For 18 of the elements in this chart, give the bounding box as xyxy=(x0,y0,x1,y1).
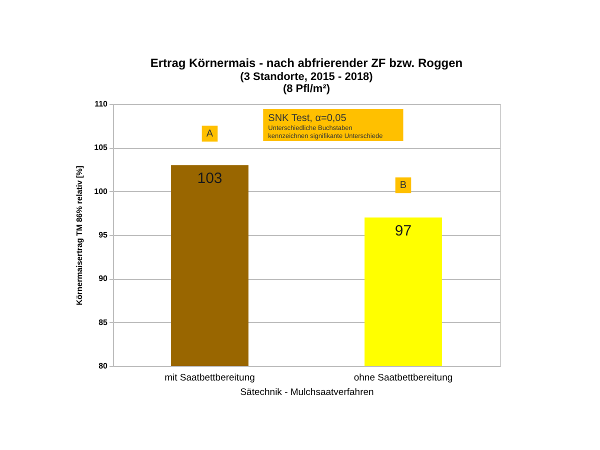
x-tick-label: ohne Saatbettbereitung xyxy=(354,372,453,384)
annotation: A xyxy=(206,128,214,140)
x-tick-label: mit Saatbettbereitung xyxy=(164,372,255,384)
y-tick-label: 90 xyxy=(98,274,108,284)
y-tick-label: 110 xyxy=(94,100,108,108)
annotation: B xyxy=(400,180,407,192)
y-axis-title: Körnermaisertrag TM 86% relativ [%] xyxy=(75,165,84,306)
x-axis-title: Sätechnik - Mulchsaatverfahren xyxy=(240,387,374,398)
annotation: SNK Test, α=0,05 xyxy=(268,113,347,124)
y-tick-label: 100 xyxy=(94,186,108,196)
y-tick-label: 85 xyxy=(98,318,108,327)
chart-title: Ertrag Körnermais - nach abfrierender ZF bzw. Roggen xyxy=(150,56,463,70)
y-tick-label: 80 xyxy=(98,362,108,370)
chart-subtitle: (3 Standorte, 2015 - 2018) (8 Pfl/m²) xyxy=(240,71,374,95)
data-label: 97 xyxy=(394,222,412,240)
y-tick-label: 105 xyxy=(94,143,108,152)
y-tick-label: 95 xyxy=(98,230,108,240)
data-label: 103 xyxy=(197,170,222,188)
